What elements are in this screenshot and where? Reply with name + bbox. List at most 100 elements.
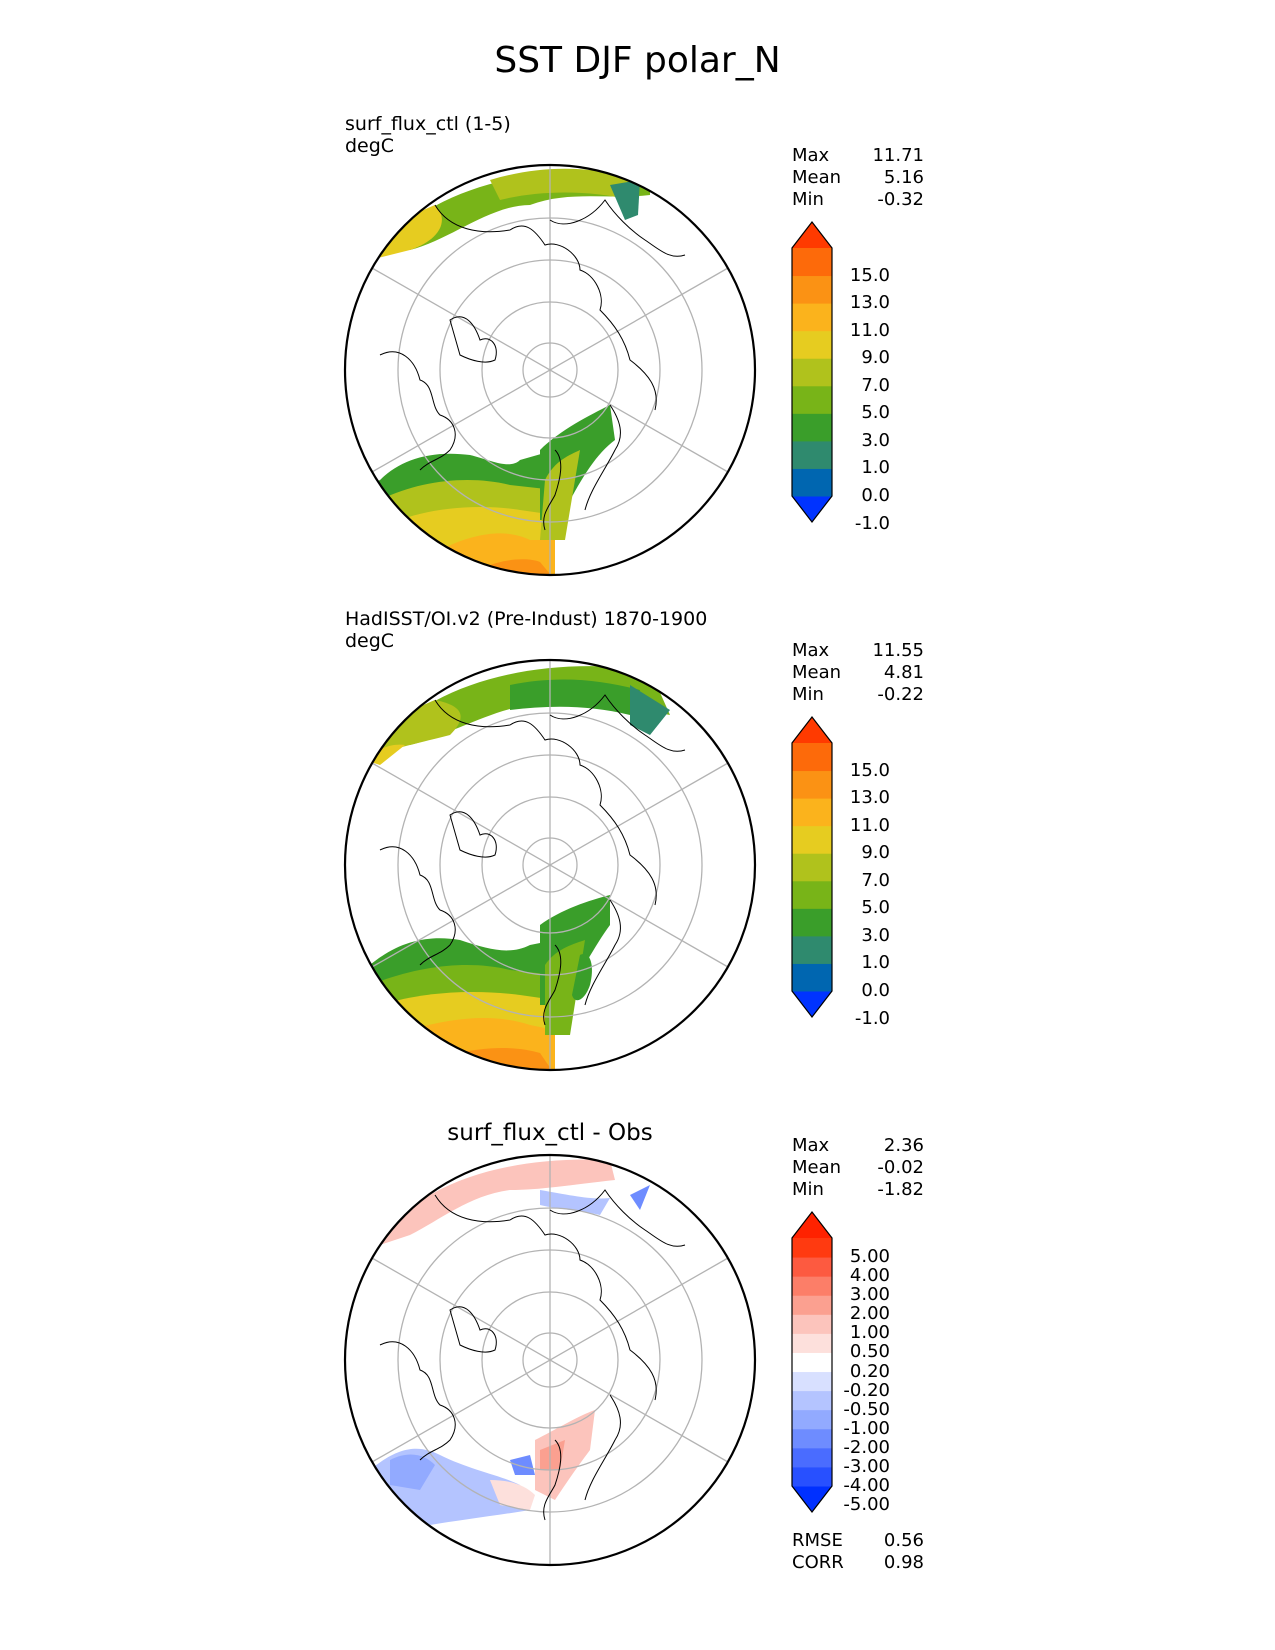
sst-field-pacific-cold — [510, 679, 640, 715]
colorbar-segment — [792, 908, 832, 937]
colorbar-tick-label: 1.0 — [861, 457, 890, 479]
stat-label: Mean — [792, 1157, 842, 1178]
panel-2-colorbar-labels: 15.0 13.0 11.0 9.0 7.0 5.0 3.0 1.0 0.0 -1.0 — [840, 717, 890, 1027]
colorbar-tick-label: 11.0 — [849, 814, 890, 836]
colorbar-outline — [791, 716, 833, 1018]
stat-value: -0.22 — [877, 684, 924, 705]
figure-title: SST DJF polar_N — [494, 40, 781, 81]
colorbar-segment — [792, 1447, 832, 1468]
colorbar-segment — [792, 1390, 832, 1411]
sst-field-nordic-warm — [545, 940, 585, 1035]
stat-label: Mean — [792, 167, 842, 188]
colorbar-tick-label: 3.0 — [861, 924, 890, 946]
colorbar-tick-label: -3.00 — [843, 1455, 890, 1477]
colorbar-tick-label: 0.20 — [849, 1360, 890, 1382]
map-boundary — [343, 163, 757, 577]
colorbar-outline — [791, 221, 833, 523]
colorbar-tick-label: -4.00 — [843, 1475, 890, 1496]
colorbar-segment — [792, 440, 832, 469]
colorbar-tick-label: -2.00 — [843, 1436, 890, 1458]
stat-value: -0.32 — [877, 189, 924, 210]
colorbar-extend-high — [792, 717, 832, 743]
colorbar-segment — [792, 1238, 832, 1258]
colorbar-outline — [791, 1211, 833, 1513]
colorbar-segment — [792, 358, 832, 387]
diff-field-nordic-strong — [540, 1440, 565, 1470]
colorbar-segment — [792, 468, 832, 497]
panel-2-colorbar — [791, 716, 833, 1018]
colorbar-segment — [792, 413, 832, 442]
diff-field-pacific-negative — [540, 1190, 610, 1215]
sst-field-bering — [610, 180, 640, 220]
colorbar-tick-label: 11.0 — [849, 319, 890, 341]
stat-value: 11.55 — [872, 640, 924, 661]
colorbar-tick-label: -1.00 — [843, 1417, 890, 1439]
colorbar-tick-label: 13.0 — [849, 787, 890, 809]
colorbar-segment — [792, 248, 832, 277]
colorbar-tick-label: 0.0 — [861, 980, 890, 1001]
panel-1-stats: Max 11.71 Mean 5.16 Min -0.32 — [792, 145, 924, 211]
colorbar-tick-label: -0.20 — [843, 1379, 890, 1401]
panel-2-units: degC — [345, 630, 395, 652]
colorbar-segment — [792, 798, 832, 827]
panel-1-colorbar-labels: 15.0 13.0 11.0 9.0 7.0 5.0 3.0 1.0 0.0 -1.0 — [840, 222, 890, 532]
colorbar-tick-label: -1.0 — [854, 512, 890, 534]
stat-value: 4.81 — [883, 662, 924, 683]
sst-field-baltic — [572, 954, 592, 1001]
colorbar-tick-label: 4.00 — [849, 1265, 890, 1287]
colorbar-extend-low — [792, 1486, 832, 1512]
graticule — [371, 1155, 729, 1565]
colorbar-tick-label: 0.50 — [849, 1341, 890, 1363]
colorbar-extend-low — [792, 991, 832, 1017]
diff-field-bering-negative — [630, 1185, 650, 1210]
diff-field-atlantic-weak — [490, 1480, 535, 1510]
coastlines — [379, 694, 686, 1026]
colorbar-tick-label: -0.50 — [843, 1398, 890, 1420]
map-boundary — [343, 1153, 757, 1567]
colorbar-segment — [792, 1352, 832, 1373]
colorbar-tick-label: 2.00 — [849, 1303, 890, 1325]
stat-value: 11.71 — [872, 145, 924, 166]
map-boundary — [343, 658, 757, 1072]
panel-2-title-block: HadISST/OI.v2 (Pre-Indust) 1870-1900 deg… — [345, 608, 707, 652]
diff-field-pacific-positive — [370, 1159, 615, 1250]
colorbar-tick-label: 0.0 — [861, 485, 890, 506]
colorbar-segment — [792, 1333, 832, 1353]
colorbar-tick-label: -5.00 — [843, 1494, 890, 1516]
colorbar-segment — [792, 825, 832, 854]
panel-1-title-block: surf_flux_ctl (1-5) degC — [345, 113, 511, 157]
stat-label: Min — [792, 1179, 824, 1200]
stat-label: Max — [792, 145, 830, 166]
colorbar-tick-label: 3.00 — [849, 1284, 890, 1306]
colorbar-segment — [792, 1295, 832, 1315]
panel-3-skill-stats: RMSE 0.56 CORR 0.98 — [792, 1530, 924, 1574]
graticule — [371, 165, 729, 575]
colorbar-segment — [792, 275, 832, 304]
colorbar-extend-high — [792, 1212, 832, 1238]
graticule — [371, 660, 729, 1070]
colorbar-segment — [792, 935, 832, 964]
stat-value: 0.98 — [883, 1552, 924, 1573]
sst-field-pacific-mid — [370, 700, 461, 755]
panel-3-map — [343, 1153, 757, 1567]
colorbar-segment — [792, 1276, 832, 1296]
colorbar-tick-label: 9.0 — [861, 842, 890, 864]
panel-3-colorbar-labels: 5.00 4.00 3.00 2.00 1.00 0.50 0.20 -0.20 -0.50 -1… — [840, 1212, 890, 1516]
panel-2-stats: Max 11.55 Mean 4.81 Min -0.22 — [792, 640, 924, 706]
stat-label: Min — [792, 684, 824, 705]
colorbar-tick-label: 15.0 — [849, 759, 890, 781]
stat-value: 0.56 — [883, 1530, 924, 1551]
panel-2-title: HadISST/OI.v2 (Pre-Indust) 1870-1900 — [345, 608, 708, 630]
stat-label: RMSE — [792, 1530, 843, 1551]
colorbar-segment — [792, 1371, 832, 1392]
colorbar-segment — [792, 1257, 832, 1277]
coastlines — [379, 1189, 686, 1521]
sst-field-pacific-mid — [490, 168, 640, 200]
colorbar-segment — [792, 1409, 832, 1430]
colorbar-segment — [792, 1314, 832, 1334]
colorbar-tick-label: 1.0 — [861, 952, 890, 974]
colorbar-tick-label: 5.0 — [861, 402, 890, 424]
stat-value: 2.36 — [883, 1135, 924, 1156]
colorbar-tick-label: 13.0 — [849, 292, 890, 314]
stat-value: 5.16 — [883, 167, 924, 188]
